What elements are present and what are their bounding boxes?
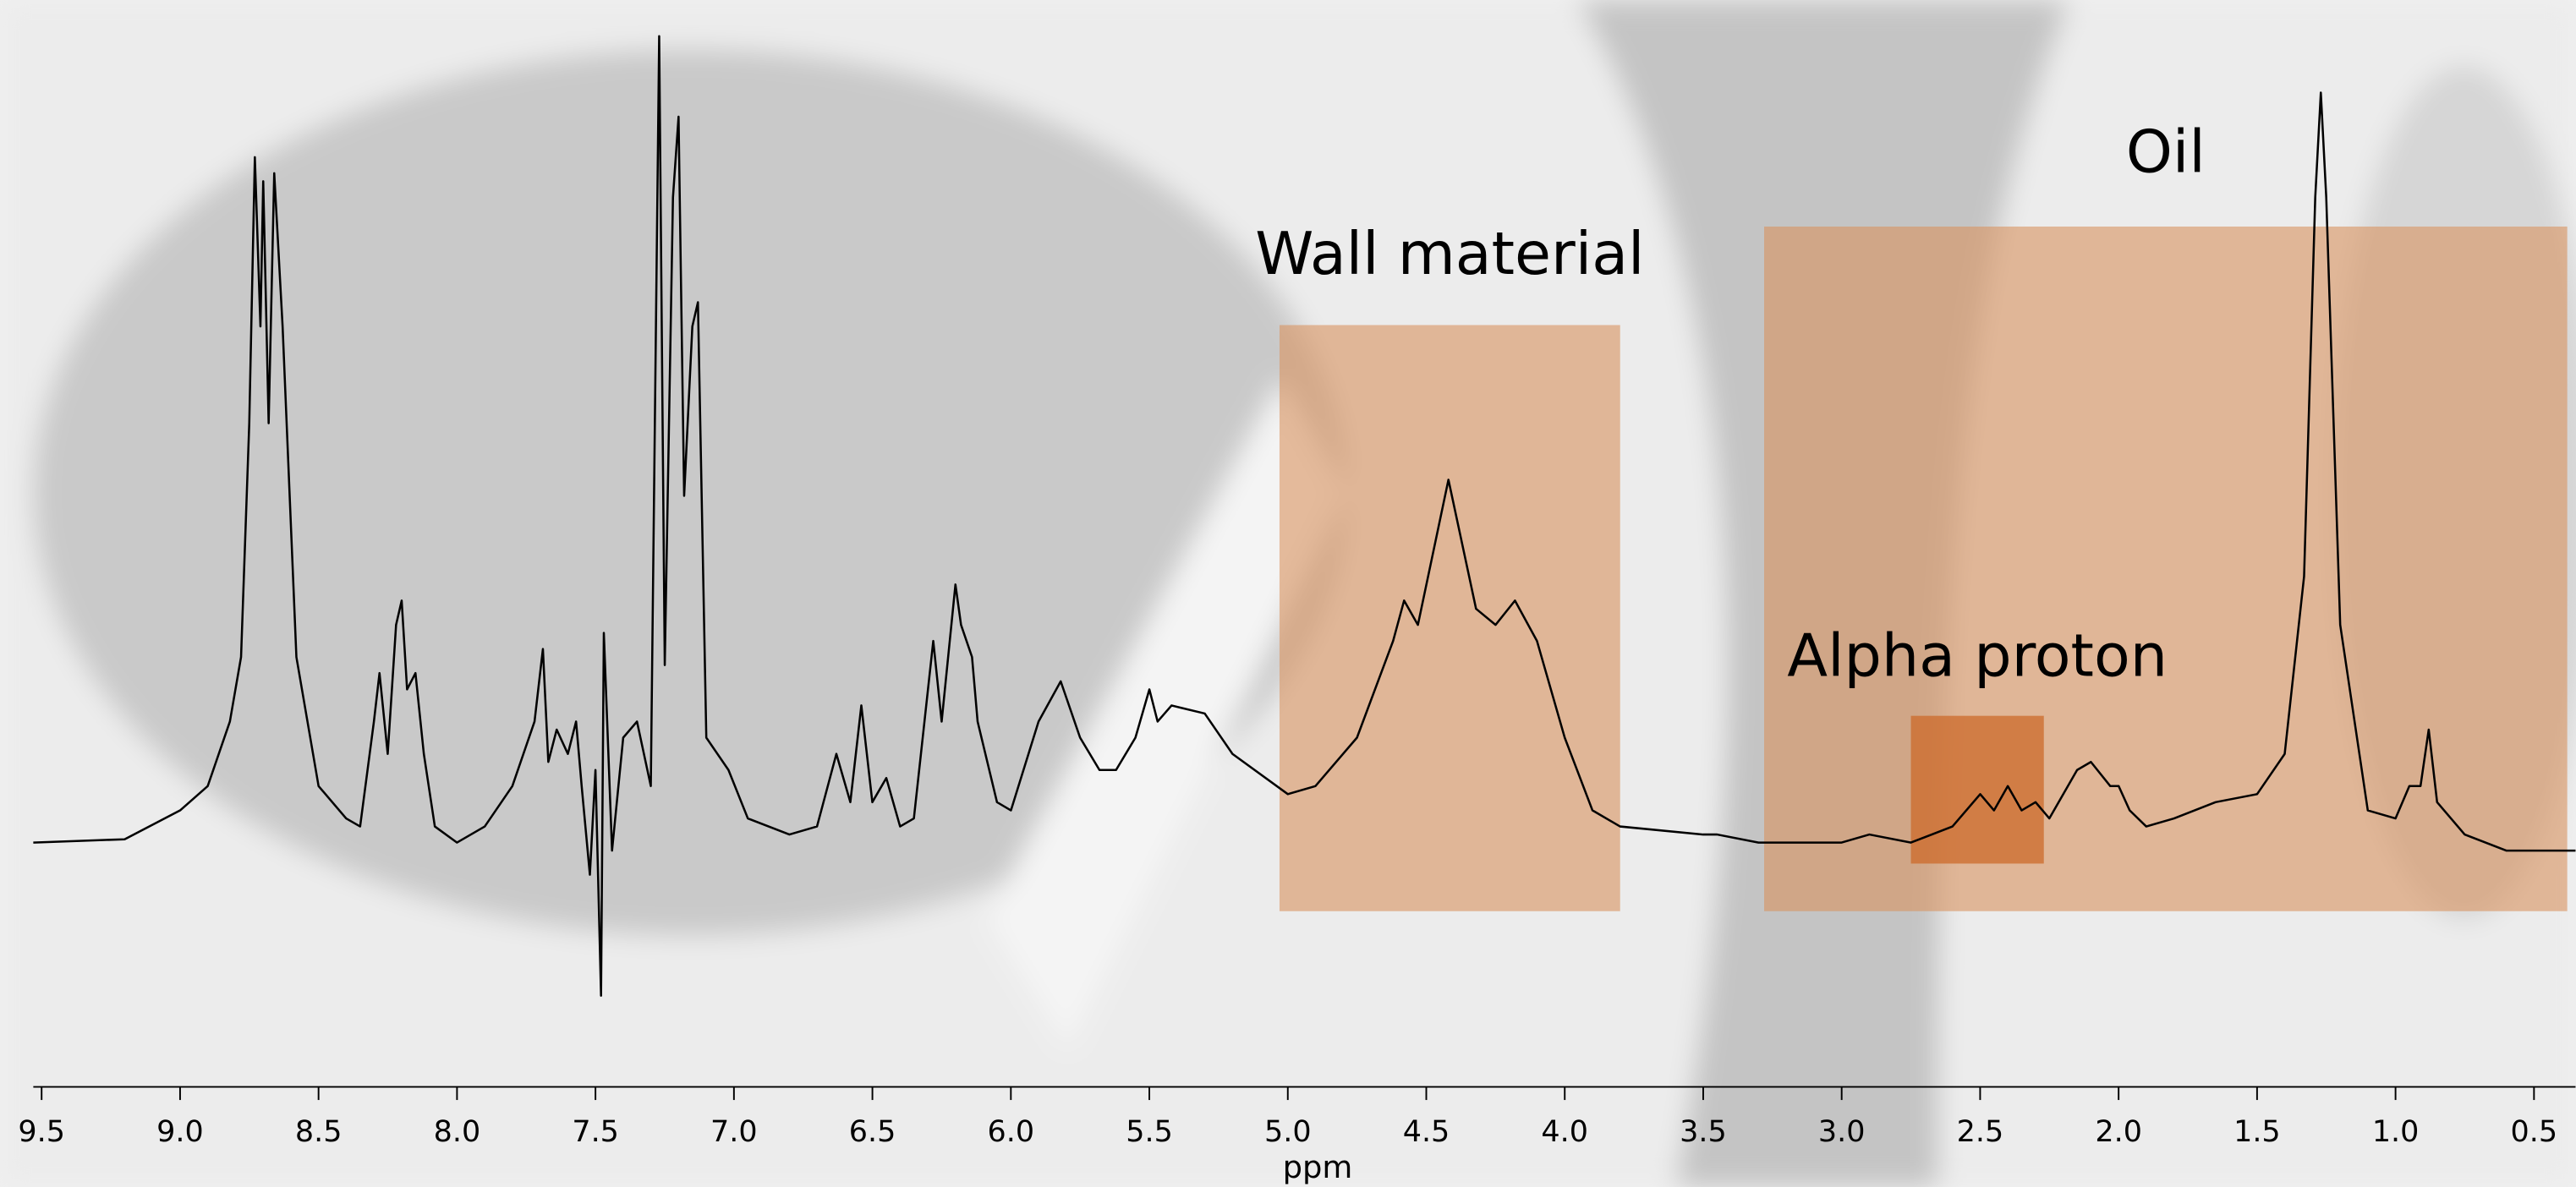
- region-box: [1910, 715, 2044, 864]
- background-shape: [985, 377, 1347, 1051]
- x-tick-label: 7.5: [572, 1115, 619, 1149]
- x-tick-label: 4.5: [1403, 1115, 1450, 1149]
- region-box: [1279, 325, 1620, 911]
- x-axis-label: ppm: [1283, 1149, 1353, 1185]
- x-tick-label: 6.0: [988, 1115, 1035, 1149]
- spectrum-line: [33, 35, 2576, 998]
- regions: [1279, 226, 2568, 911]
- x-tick-label: 6.5: [849, 1115, 896, 1149]
- plot: [33, 35, 2576, 998]
- region-label: Wall material: [1255, 220, 1644, 288]
- x-tick-label: 5.0: [1264, 1115, 1312, 1149]
- x-tick-label: 4.0: [1541, 1115, 1588, 1149]
- x-tick-label: 0.5: [2511, 1115, 2558, 1149]
- x-tick-label: 8.5: [295, 1115, 343, 1149]
- x-tick-label: 7.0: [710, 1115, 758, 1149]
- region-label: Oil: [2126, 118, 2206, 187]
- x-tick-label: 2.0: [2095, 1115, 2142, 1149]
- background-shape: [33, 49, 1347, 936]
- x-tick-label: 1.5: [2233, 1115, 2281, 1149]
- x-tick-label: 5.5: [1126, 1115, 1173, 1149]
- x-tick-label: 9.0: [156, 1115, 204, 1149]
- x-tick-label: 3.0: [1818, 1115, 1866, 1149]
- region-box: [1764, 226, 2568, 911]
- x-tick-label: 8.0: [434, 1115, 481, 1149]
- x-tick-label: 9.5: [18, 1115, 65, 1149]
- x-tick-label: 1.0: [2372, 1115, 2420, 1149]
- region-label: Alpha proton: [1787, 622, 2168, 691]
- x-tick-label: 2.5: [1957, 1115, 2004, 1149]
- x-tick-label: 3.5: [1680, 1115, 1727, 1149]
